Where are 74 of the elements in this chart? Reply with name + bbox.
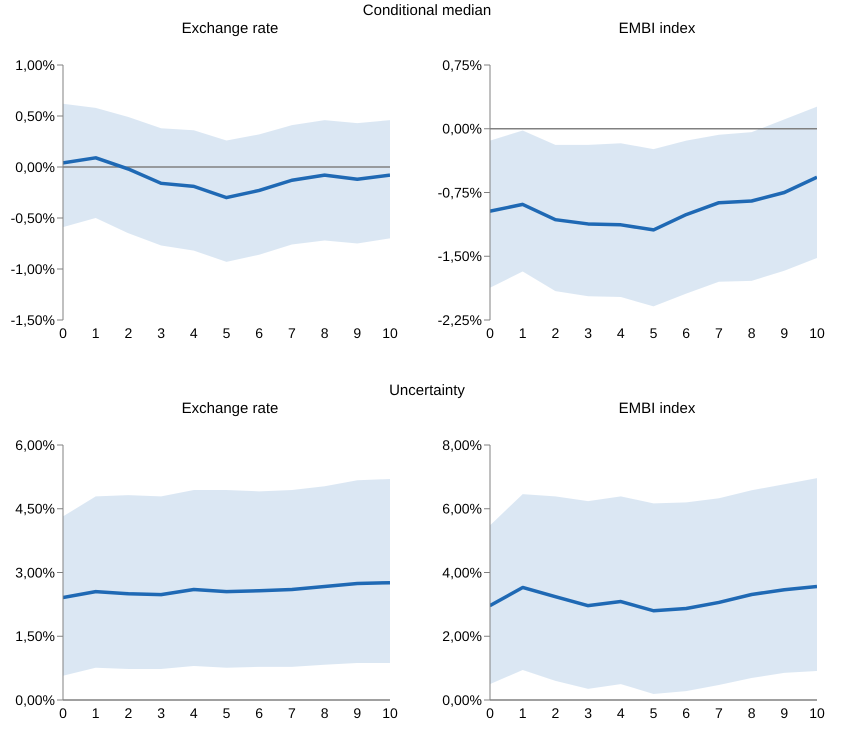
x-tick-label: 0: [486, 704, 494, 721]
y-tick-label: -1,50%: [438, 248, 482, 264]
y-tick-label: 0,00%: [442, 692, 482, 708]
x-tick-label: 9: [353, 704, 362, 721]
y-tick-label: 6,00%: [442, 500, 482, 517]
x-tick-label: 5: [650, 704, 658, 721]
x-tick-label: 5: [222, 324, 231, 341]
x-tick-label: 2: [124, 324, 132, 341]
x-tick-label: 4: [616, 324, 625, 341]
x-tick-label: 3: [584, 324, 592, 341]
line-series: [63, 580, 390, 600]
x-tick-label: 1: [518, 704, 527, 721]
x-tick-label: 4: [616, 704, 625, 721]
y-tick-label: -0,50%: [10, 210, 55, 226]
x-tick-label: 10: [382, 704, 398, 721]
x-tick-label: 7: [288, 704, 296, 721]
x-tick-label: 7: [715, 704, 723, 721]
x-tick-label: 2: [124, 704, 132, 721]
y-tick-label: 4,50%: [15, 500, 55, 517]
y-tick-label: 0,00%: [15, 692, 55, 708]
x-tick-label: 1: [92, 324, 100, 341]
x-tick-label: 5: [650, 324, 658, 341]
chart-title: Exchange rate: [180, 400, 280, 417]
x-tick-label: 1: [92, 704, 100, 721]
y-tick-label: 3,00%: [15, 564, 55, 580]
x-tick-label: 10: [809, 704, 825, 721]
y-tick-label: 4,00%: [442, 564, 482, 580]
y-tick-label: 6,00%: [15, 436, 55, 453]
y-tick-label: -2,25%: [438, 312, 482, 328]
x-tick-label: 6: [255, 704, 264, 721]
chart-title: EMBI index: [618, 20, 696, 37]
x-tick-label: 9: [353, 324, 362, 341]
x-tick-label: 5: [222, 704, 231, 721]
chart-title: Exchange rate: [180, 20, 280, 37]
x-tick-label: 0: [486, 324, 494, 341]
x-tick-label: 4: [190, 704, 198, 721]
x-tick-label: 6: [682, 324, 690, 341]
x-tick-label: 3: [157, 324, 166, 341]
x-tick-label: 7: [288, 324, 296, 341]
x-tick-label: 10: [809, 324, 825, 341]
x-tick-label: 3: [584, 704, 592, 721]
y-tick-label: 1,00%: [15, 56, 55, 73]
x-tick-label: 7: [715, 324, 723, 341]
y-tick-label: 0,75%: [442, 56, 482, 73]
x-tick-label: 8: [748, 324, 756, 341]
text: Conditional median: [362, 2, 492, 19]
x-tick-label: 8: [320, 704, 329, 721]
y-tick-label: -0,75%: [438, 184, 482, 200]
text: Uncertainty: [388, 382, 466, 399]
x-tick-label: 9: [780, 324, 788, 341]
x-tick-label: 0: [59, 704, 68, 721]
x-tick-label: 1: [518, 324, 527, 341]
x-tick-label: 8: [320, 324, 329, 341]
y-tick-label: 2,00%: [442, 628, 482, 644]
line-series: [490, 175, 817, 232]
x-tick-label: 10: [382, 324, 398, 341]
x-tick-label: 2: [552, 704, 560, 721]
y-tick-label: 1,50%: [15, 628, 55, 644]
x-tick-label: 8: [748, 704, 756, 721]
y-tick-label: 0,00%: [15, 158, 55, 175]
y-tick-label: 0,00%: [442, 120, 482, 137]
x-tick-label: 4: [190, 324, 198, 341]
x-tick-label: 2: [552, 324, 560, 341]
chart-title: EMBI index: [618, 400, 696, 417]
y-tick-label: 0,50%: [15, 108, 55, 124]
y-tick-label: -1,50%: [10, 312, 55, 328]
x-tick-label: 3: [157, 704, 166, 721]
x-tick-label: 0: [59, 324, 68, 341]
x-tick-label: 9: [780, 704, 788, 721]
line-series: [490, 584, 817, 612]
x-tick-label: 6: [255, 324, 264, 341]
y-tick-label: 8,00%: [442, 436, 482, 453]
y-tick-label: -1,00%: [10, 260, 55, 277]
x-tick-label: 6: [682, 704, 690, 721]
